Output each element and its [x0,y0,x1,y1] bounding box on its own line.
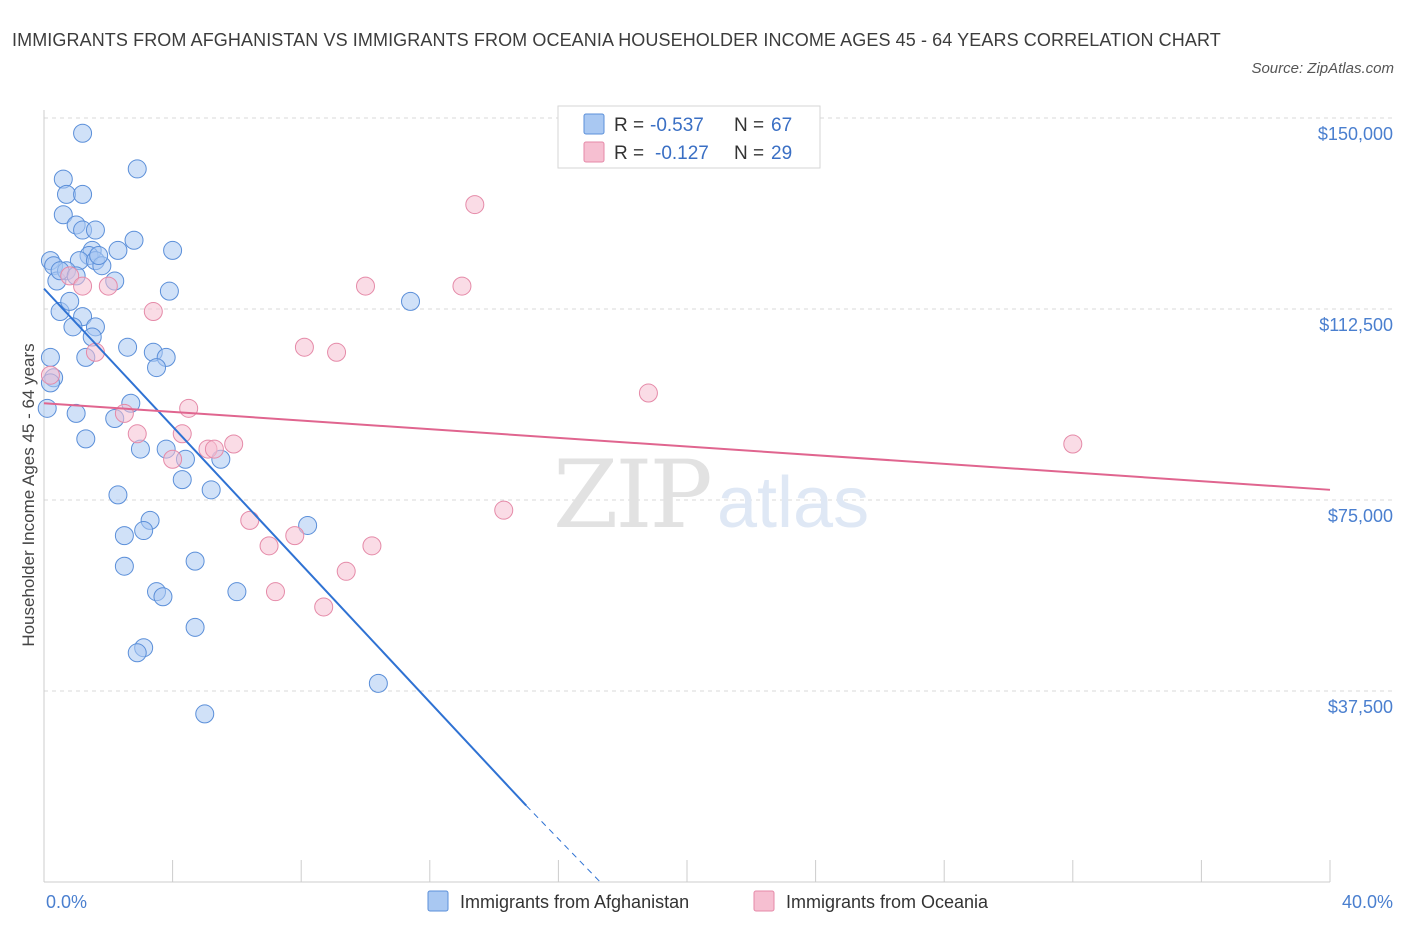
data-point-afghanistan [85,220,105,240]
x-tick-label-max: 40.0% [1342,892,1393,912]
legend-r-value-oceania: -0.127 [655,143,709,164]
data-point-oceania [127,424,147,444]
y-tick-label: $75,000 [1328,506,1393,526]
data-point-oceania [40,365,60,385]
data-point-oceania [259,536,279,556]
data-point-oceania [356,276,375,296]
data-point-afghanistan [37,398,57,418]
watermark-atlas: atlas [717,463,869,543]
y-axis-label: Householder Income Ages 45 - 64 years [19,343,38,646]
data-point-oceania [638,383,658,403]
bottom-legend-swatch-afghanistan [427,890,449,912]
bottom-legend-swatch-oceania [753,890,775,912]
source-label: Source: ZipAtlas.com [1251,60,1394,77]
chart-title: IMMIGRANTS FROM AFGHANISTAN VS IMMIGRANT… [12,30,1221,50]
legend-r-label-oceania: R = [614,143,644,164]
trendline-afghanistan [43,287,527,807]
data-point-afghanistan [73,123,93,143]
data-point-afghanistan [298,515,318,535]
data-point-afghanistan [108,240,128,260]
data-point-afghanistan [127,643,147,663]
data-point-oceania [204,439,224,459]
data-point-afghanistan [114,556,134,576]
data-point-afghanistan [57,184,77,204]
data-point-oceania [73,276,93,296]
data-point-afghanistan [185,617,205,637]
data-point-oceania [285,526,305,546]
legend-n-value-oceania: 29 [771,143,792,164]
data-point-afghanistan [163,240,183,260]
data-point-oceania [179,398,199,418]
bottom-legend: Immigrants from Afghanistan Immigrants f… [427,890,989,912]
data-point-afghanistan [60,291,80,311]
legend-n-label-afghanistan: N = [734,115,764,136]
data-point-afghanistan [76,429,96,449]
data-point-afghanistan [124,230,144,250]
legend: R = -0.537 N = 67 R = -0.127 N = 29 [557,105,821,169]
trendline-afghanistan-extension [525,805,601,883]
trendline-oceania [43,402,1331,491]
data-point-oceania [60,266,80,286]
data-point-afghanistan [172,470,192,490]
data-point-afghanistan [127,159,147,179]
data-point-oceania [98,276,118,296]
data-point-afghanistan [227,582,247,602]
data-point-afghanistan [73,184,93,204]
data-point-afghanistan [114,526,134,546]
data-point-oceania [452,276,472,296]
data-point-oceania [494,500,514,520]
series-oceania-points [40,195,1083,617]
data-point-oceania [172,424,192,444]
data-point-oceania [224,434,244,454]
data-point-afghanistan [63,317,83,337]
data-point-oceania [143,302,163,322]
data-point-oceania [1063,434,1083,454]
data-point-afghanistan [53,205,73,225]
x-tick-label-min: 0.0% [46,892,87,912]
legend-swatch-oceania [583,141,605,163]
legend-n-value-afghanistan: 67 [771,115,792,136]
legend-n-label-oceania: N = [734,143,764,164]
data-point-afghanistan [153,587,173,607]
data-point-oceania [327,342,347,362]
bottom-legend-label-oceania: Immigrants from Oceania [786,892,989,912]
data-point-afghanistan [108,485,128,505]
grid-lines [44,117,1393,692]
legend-r-label-afghanistan: R = [614,115,644,136]
data-point-afghanistan [368,673,388,693]
bottom-legend-label-afghanistan: Immigrants from Afghanistan [460,892,689,912]
y-tick-label: $150,000 [1318,124,1393,144]
data-point-oceania [362,536,382,556]
data-point-afghanistan [195,704,215,724]
series-afghanistan-points [37,123,421,724]
data-point-afghanistan [201,480,221,500]
data-point-afghanistan [185,551,205,571]
data-point-oceania [114,403,134,423]
data-point-afghanistan [89,246,109,266]
data-point-oceania [314,597,334,617]
data-point-oceania [294,337,314,357]
y-tick-label: $37,500 [1328,697,1393,717]
data-point-oceania [465,195,485,215]
data-point-afghanistan [40,347,60,367]
data-point-afghanistan [159,281,179,301]
x-axis-ticks [43,860,1331,882]
data-point-oceania [240,510,260,530]
legend-swatch-afghanistan [583,113,605,135]
data-point-oceania [85,342,105,362]
data-point-afghanistan [134,521,154,541]
legend-r-value-afghanistan: -0.537 [650,115,704,136]
data-point-oceania [163,449,183,469]
data-point-oceania [336,561,356,581]
y-tick-label: $112,500 [1319,315,1393,335]
watermark-zip: ZIP [553,441,710,550]
data-point-oceania [265,582,285,602]
trendlines [43,287,1331,883]
data-point-afghanistan [401,291,421,311]
data-point-afghanistan [66,403,86,423]
data-point-afghanistan [147,358,167,378]
data-point-afghanistan [118,337,138,357]
y-tick-labels: $37,500 $75,000 $112,500 $150,000 [1318,124,1393,717]
